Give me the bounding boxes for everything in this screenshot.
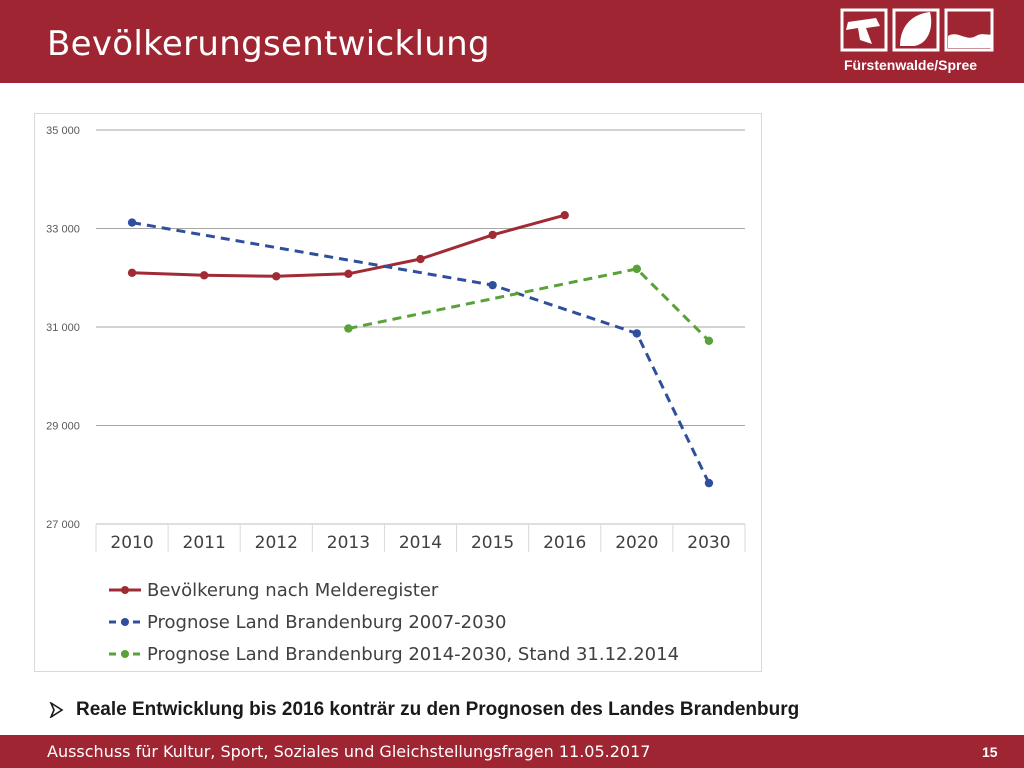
page-title: Bevölkerungsentwicklung [47, 24, 490, 64]
legend-label: Bevölkerung nach Melderegister [147, 579, 439, 601]
legend-swatch [109, 618, 141, 626]
legend-label: Prognose Land Brandenburg 2014-2030, Sta… [147, 643, 680, 665]
y-tick-label: 29 000 [46, 421, 80, 433]
x-tick-label: 2011 [183, 533, 226, 553]
logo-wordmark: Fürstenwalde/Spree [844, 57, 977, 73]
data-point [632, 329, 642, 338]
page-number: 15 [982, 744, 998, 760]
y-tick-label: 35 000 [46, 125, 80, 137]
footer-text: Ausschuss für Kultur, Sport, Soziales un… [47, 742, 651, 761]
series-line [132, 213, 566, 278]
data-point [127, 218, 137, 227]
arrow-bullet-icon [49, 702, 64, 718]
data-point [632, 264, 642, 274]
legend-swatch [109, 586, 141, 594]
legend-item: Prognose Land Brandenburg 2014-2030, Sta… [107, 638, 679, 670]
y-tick-label: 33 000 [46, 224, 80, 236]
series-line [131, 221, 711, 484]
y-tick-label: 27 000 [46, 519, 80, 531]
data-point [344, 269, 353, 279]
y-tick-label: 31 000 [46, 322, 80, 334]
x-tick-label: 2016 [543, 533, 586, 553]
x-tick-label: 2030 [687, 533, 730, 553]
bullet-point: Reale Entwicklung bis 2016 konträr zu de… [48, 699, 799, 721]
data-point [704, 336, 714, 345]
x-tick-label: 2014 [399, 533, 442, 553]
data-point [272, 272, 281, 281]
data-point [199, 271, 209, 280]
x-tick-label: 2010 [110, 533, 153, 553]
data-point [488, 280, 497, 290]
legend-label: Prognose Land Brandenburg 2007-2030 [147, 611, 507, 633]
data-point [416, 254, 425, 264]
header-bar: Bevölkerungsentwicklung Fürstenwalde/Spr… [0, 0, 1024, 83]
fuerstenwalde-logo: Fürstenwalde/Spree [840, 8, 994, 73]
data-point [488, 230, 497, 240]
x-tick-label: 2020 [615, 533, 658, 553]
legend-item: Prognose Land Brandenburg 2007-2030 [107, 606, 679, 638]
series-line [348, 267, 710, 342]
chart-container: 27 000 29 000 31 000 33 000 35 000 2010 2011 20… [34, 113, 762, 672]
legend-swatch [109, 650, 141, 658]
line-chart: 27 000 29 000 31 000 33 000 35 000 2010 2011 20… [46, 125, 746, 553]
data-point [704, 478, 714, 488]
x-tick-label: 2015 [471, 533, 514, 553]
x-tick-label: 2012 [255, 533, 298, 553]
data-point [560, 211, 569, 220]
data-point [127, 268, 137, 278]
data-point [344, 324, 353, 333]
chart-legend: Bevölkerung nach Melderegister Prognose L… [107, 574, 679, 670]
legend-item: Bevölkerung nach Melderegister [107, 574, 679, 606]
footer-bar: Ausschuss für Kultur, Sport, Soziales un… [0, 735, 1024, 768]
x-tick-label: 2013 [327, 533, 370, 553]
bullet-text: Reale Entwicklung bis 2016 konträr zu de… [76, 699, 800, 720]
